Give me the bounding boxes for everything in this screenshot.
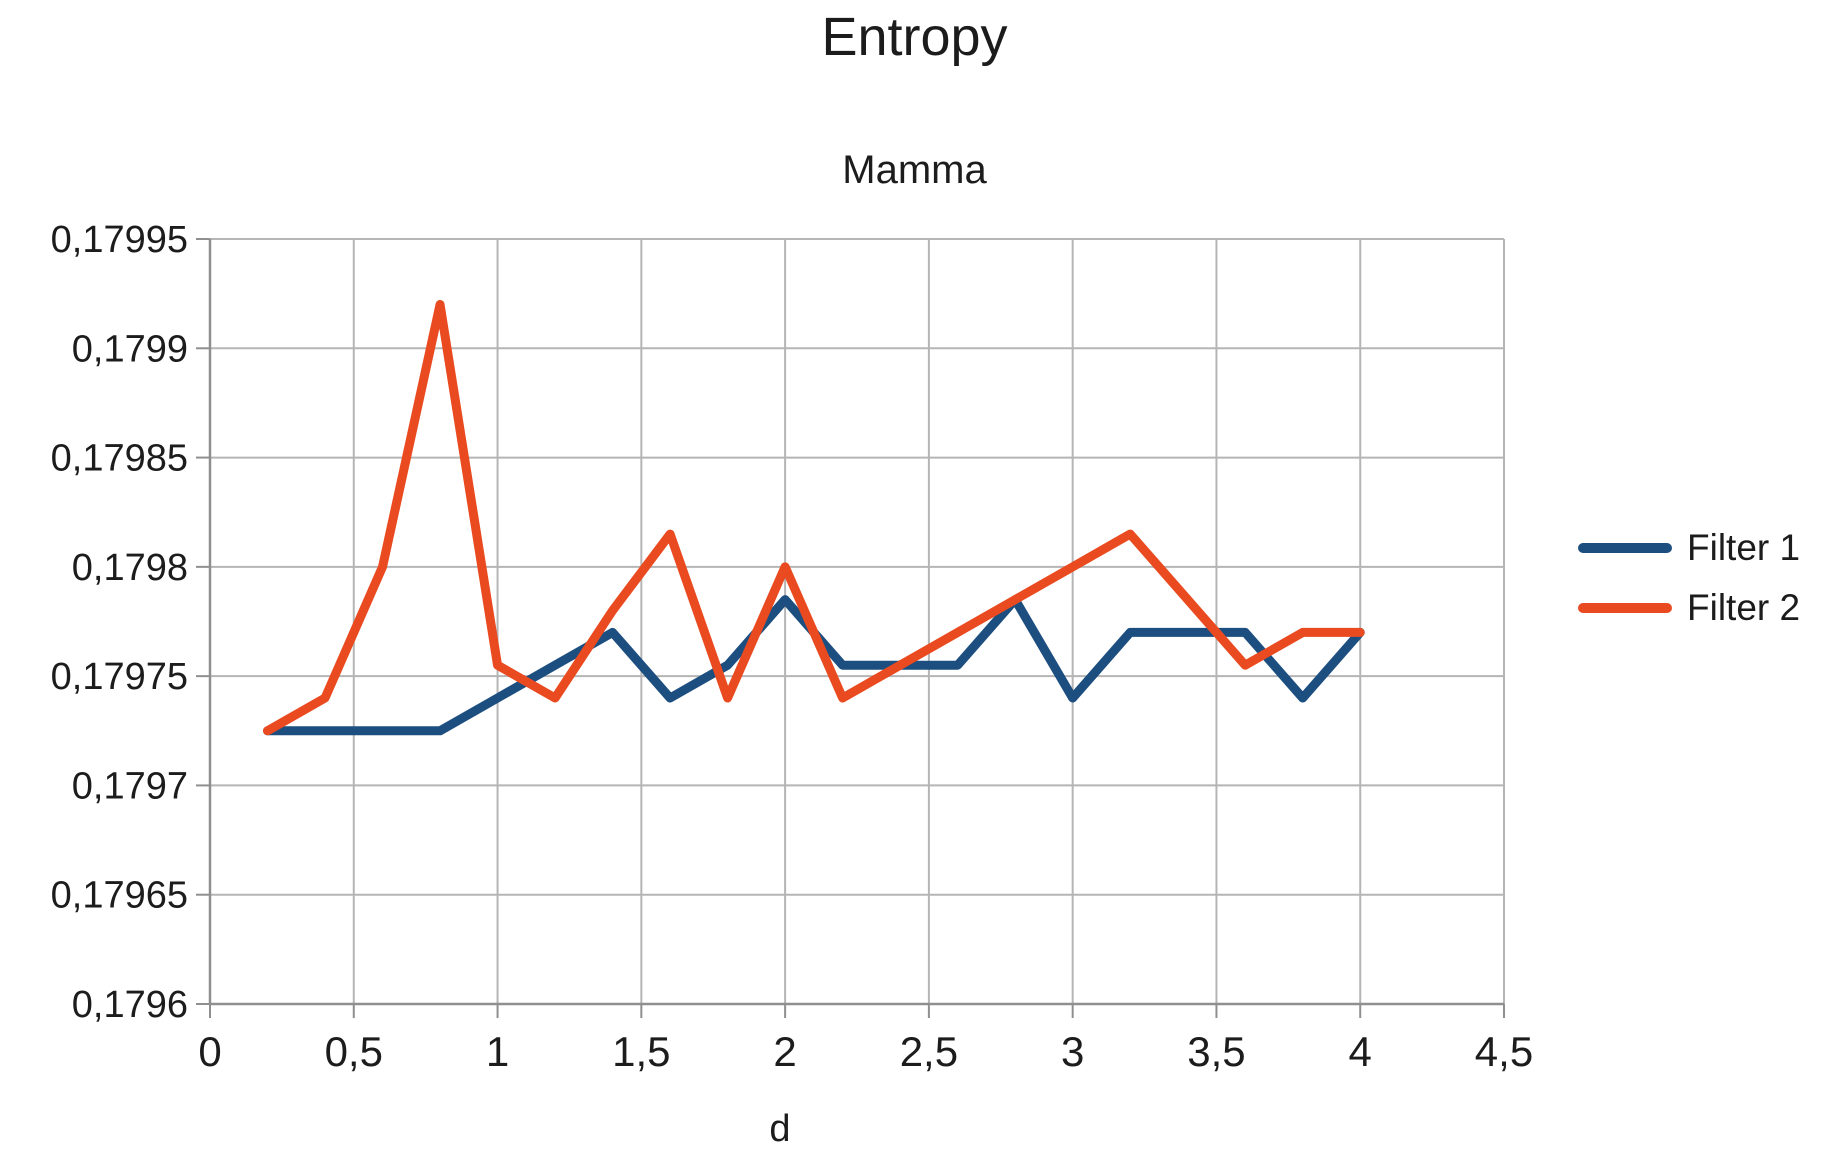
y-tick-label: 0,17995 — [51, 219, 188, 261]
x-tick-label: 1,5 — [612, 1028, 670, 1075]
x-tick-label: 2 — [773, 1028, 796, 1075]
y-tick-label: 0,1799 — [72, 328, 188, 370]
series-line-filter-1 — [263, 595, 1365, 736]
y-tick-label: 0,1797 — [72, 765, 188, 807]
x-tick-label: 3,5 — [1187, 1028, 1245, 1075]
y-tick-label: 0,1798 — [72, 547, 188, 589]
legend-line-swatch — [1578, 603, 1672, 613]
x-tick-label: 4 — [1349, 1028, 1372, 1075]
y-tick-label: 0,1796 — [72, 984, 188, 1026]
x-tick-label: 3 — [1061, 1028, 1084, 1075]
x-tick-label: 2,5 — [900, 1028, 958, 1075]
legend: Filter 1 Filter 2 — [1578, 526, 1800, 630]
x-tick-label: 0,5 — [325, 1028, 383, 1075]
x-tick-label: 1 — [486, 1028, 509, 1075]
legend-item: Filter 2 — [1578, 586, 1800, 630]
legend-item: Filter 1 — [1578, 526, 1800, 570]
x-axis-title: d — [769, 1108, 791, 1150]
x-tick-label: 4,5 — [1475, 1028, 1533, 1075]
series-line-filter-2 — [263, 300, 1365, 736]
x-tick-label: 0 — [198, 1028, 221, 1075]
y-tick-label: 0,17985 — [51, 438, 188, 480]
legend-line-swatch — [1578, 543, 1672, 553]
legend-label: Filter 1 — [1687, 527, 1801, 568]
y-tick-label: 0,17965 — [51, 875, 188, 917]
legend-label: Filter 2 — [1687, 587, 1801, 628]
y-tick-label: 0,17975 — [51, 656, 188, 698]
chart-subtitle: Mamma — [842, 148, 987, 192]
chart-title: Entropy — [821, 7, 1008, 67]
